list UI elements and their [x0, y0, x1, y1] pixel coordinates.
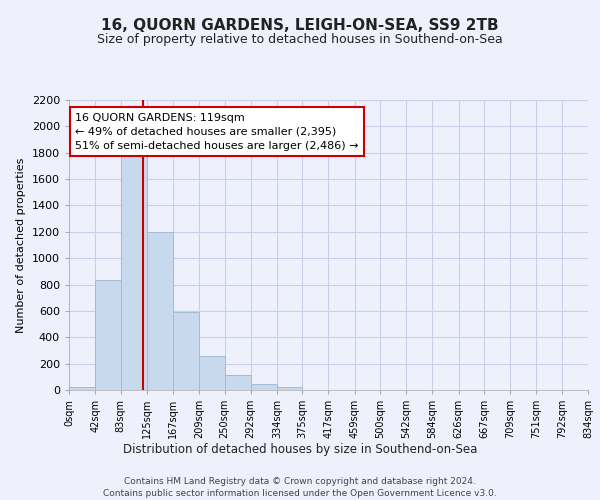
Bar — [277, 386, 302, 390]
Bar — [121, 152, 147, 390]
Text: Distribution of detached houses by size in Southend-on-Sea: Distribution of detached houses by size … — [123, 442, 477, 456]
Text: 16 QUORN GARDENS: 119sqm
← 49% of detached houses are smaller (2,395)
51% of sem: 16 QUORN GARDENS: 119sqm ← 49% of detach… — [75, 112, 359, 150]
Bar — [224, 375, 251, 390]
Text: Size of property relative to detached houses in Southend-on-Sea: Size of property relative to detached ho… — [97, 32, 503, 46]
Bar — [251, 384, 277, 390]
Bar — [147, 232, 173, 390]
Bar — [199, 356, 224, 390]
Text: 16, QUORN GARDENS, LEIGH-ON-SEA, SS9 2TB: 16, QUORN GARDENS, LEIGH-ON-SEA, SS9 2TB — [101, 18, 499, 32]
Bar — [173, 312, 199, 390]
Bar — [69, 386, 95, 390]
Bar — [95, 280, 121, 390]
Text: Contains HM Land Registry data © Crown copyright and database right 2024.: Contains HM Land Registry data © Crown c… — [124, 478, 476, 486]
Text: Contains public sector information licensed under the Open Government Licence v3: Contains public sector information licen… — [103, 489, 497, 498]
Y-axis label: Number of detached properties: Number of detached properties — [16, 158, 26, 332]
